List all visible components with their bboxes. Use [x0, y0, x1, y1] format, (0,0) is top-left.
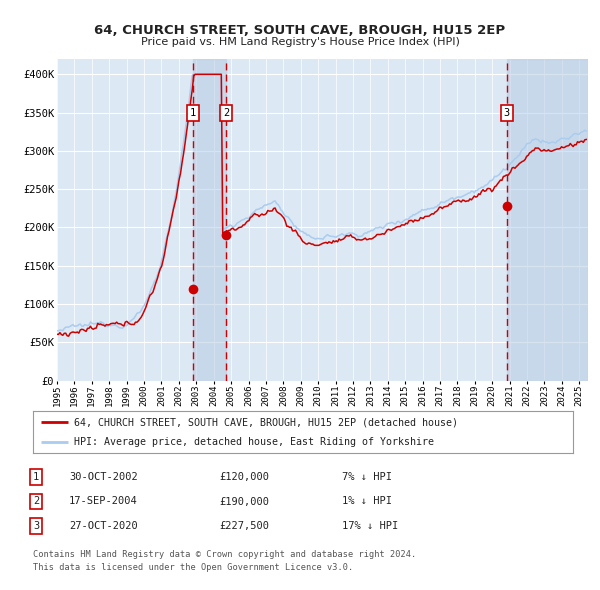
- Text: 27-OCT-2020: 27-OCT-2020: [69, 522, 138, 531]
- Text: 7% ↓ HPI: 7% ↓ HPI: [342, 472, 392, 481]
- Text: This data is licensed under the Open Government Licence v3.0.: This data is licensed under the Open Gov…: [33, 563, 353, 572]
- Text: 1% ↓ HPI: 1% ↓ HPI: [342, 497, 392, 506]
- Text: 64, CHURCH STREET, SOUTH CAVE, BROUGH, HU15 2EP: 64, CHURCH STREET, SOUTH CAVE, BROUGH, H…: [94, 24, 506, 37]
- Bar: [193, 59, 226, 381]
- Text: 17% ↓ HPI: 17% ↓ HPI: [342, 522, 398, 531]
- Text: Contains HM Land Registry data © Crown copyright and database right 2024.: Contains HM Land Registry data © Crown c…: [33, 550, 416, 559]
- Text: £227,500: £227,500: [219, 522, 269, 531]
- Bar: [506, 59, 588, 381]
- Text: Price paid vs. HM Land Registry's House Price Index (HPI): Price paid vs. HM Land Registry's House …: [140, 37, 460, 47]
- Text: £190,000: £190,000: [219, 497, 269, 506]
- Text: 1: 1: [33, 472, 39, 481]
- Text: £120,000: £120,000: [219, 472, 269, 481]
- Text: 64, CHURCH STREET, SOUTH CAVE, BROUGH, HU15 2EP (detached house): 64, CHURCH STREET, SOUTH CAVE, BROUGH, H…: [74, 417, 458, 427]
- Text: 3: 3: [33, 522, 39, 531]
- Text: 3: 3: [503, 107, 510, 117]
- Text: HPI: Average price, detached house, East Riding of Yorkshire: HPI: Average price, detached house, East…: [74, 437, 433, 447]
- Text: 2: 2: [223, 107, 229, 117]
- Text: 2: 2: [33, 497, 39, 506]
- Text: 1: 1: [190, 107, 196, 117]
- Text: 17-SEP-2004: 17-SEP-2004: [69, 497, 138, 506]
- Text: 30-OCT-2002: 30-OCT-2002: [69, 472, 138, 481]
